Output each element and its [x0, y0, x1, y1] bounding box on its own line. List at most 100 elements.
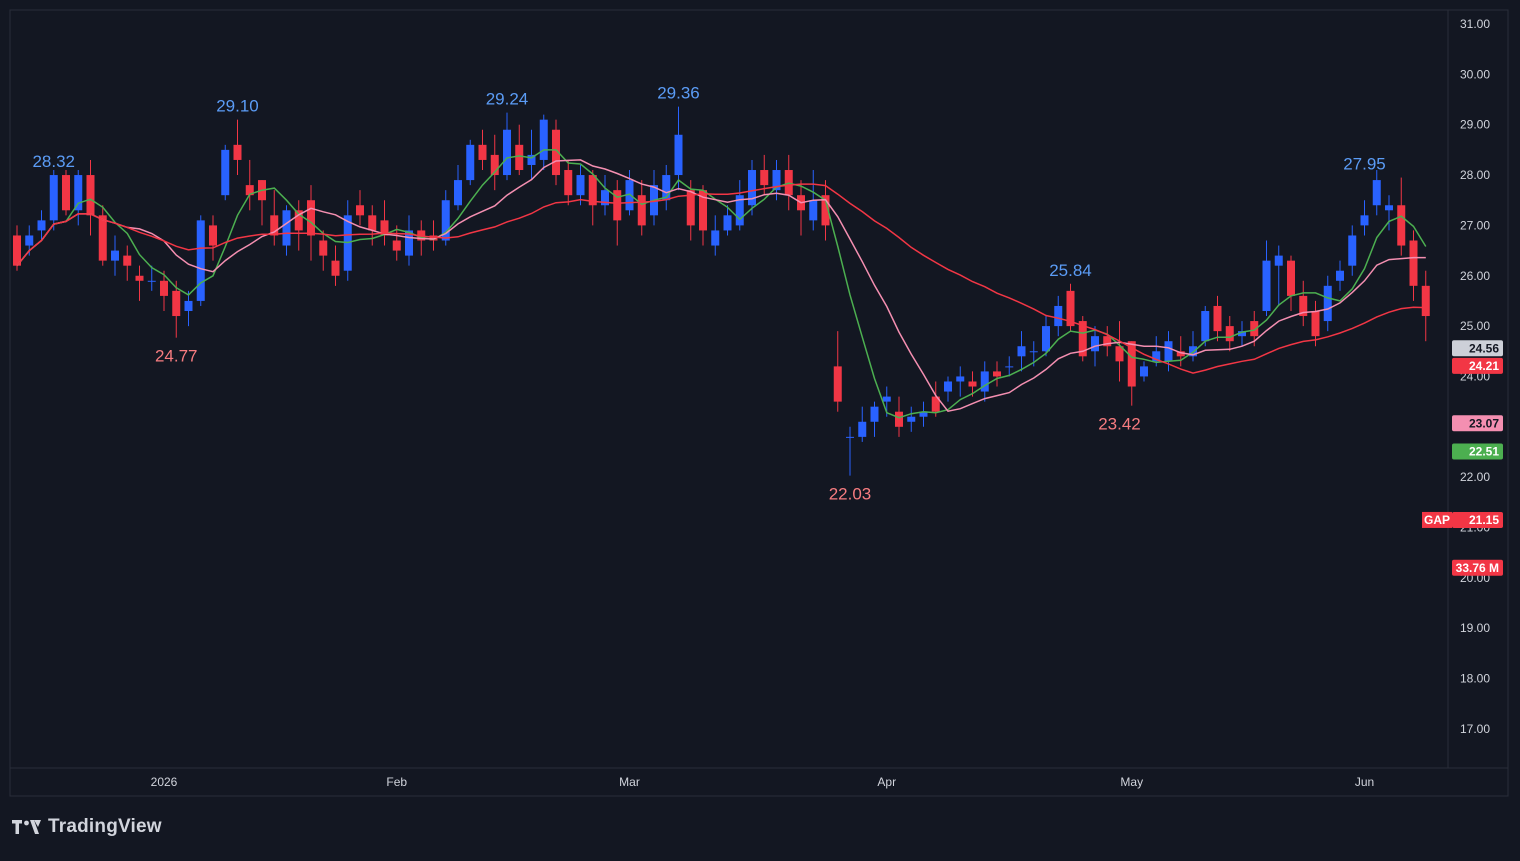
candle-body: [711, 230, 720, 246]
candle-body: [356, 205, 364, 216]
y-tick-label: 27.00: [1460, 218, 1490, 232]
price-extreme-label: 22.03: [829, 485, 872, 504]
price-extreme-label: 25.84: [1049, 261, 1092, 280]
chart-frame: [9, 9, 1509, 797]
price-tag: [1452, 443, 1503, 460]
candle-body: [74, 175, 83, 211]
candle-body: [1360, 215, 1369, 226]
candle-body: [1397, 205, 1406, 246]
candle-body: [1140, 366, 1148, 377]
price-extreme-label: 28.32: [32, 152, 75, 171]
candle-body: [1103, 336, 1112, 347]
candle-body: [870, 406, 879, 422]
price-extreme-label: 29.10: [216, 97, 259, 116]
y-tick-label: 19.00: [1460, 621, 1490, 635]
candle-body: [1176, 351, 1185, 357]
candle-body: [184, 300, 193, 311]
candle-body: [1005, 366, 1014, 368]
price-extreme-label: 27.95: [1343, 155, 1386, 174]
candle-body: [441, 200, 450, 241]
candle-body: [588, 175, 597, 206]
tradingview-branding: TradingView: [12, 812, 162, 842]
candle-body: [1299, 295, 1308, 317]
candle-body: [282, 210, 291, 246]
x-tick-label: Apr: [877, 775, 896, 789]
price-tag: [1452, 559, 1503, 576]
candle-body: [319, 240, 328, 256]
symbol-tag: [1422, 511, 1452, 528]
candle-body: [37, 220, 46, 231]
y-tick-label: 17.00: [1460, 722, 1490, 736]
y-tick-label: 18.00: [1460, 672, 1490, 686]
candle-body: [1336, 270, 1344, 281]
candle-body: [1078, 321, 1087, 357]
candle-body: [270, 215, 279, 236]
candle-body: [895, 411, 903, 427]
candle-body: [944, 381, 952, 392]
candle-body: [1054, 305, 1063, 327]
candle-body: [233, 144, 242, 160]
candle-body: [62, 175, 70, 211]
candle-body: [601, 190, 609, 206]
candle-body: [147, 280, 156, 282]
x-tick-label: Jun: [1355, 775, 1374, 789]
candle-body: [931, 396, 940, 412]
candle-body: [674, 134, 683, 176]
candle-body: [209, 225, 217, 246]
x-tick-label: Mar: [619, 775, 640, 789]
candle-body: [1274, 255, 1283, 266]
candle-body: [809, 200, 818, 221]
candle-body: [1029, 351, 1038, 353]
candle-body: [662, 175, 671, 201]
y-tick-label: 26.00: [1460, 269, 1490, 283]
candle-body: [552, 129, 560, 176]
candle-body: [576, 175, 585, 196]
candle-body: [392, 240, 401, 251]
candle-body: [564, 170, 573, 196]
tradingview-logo-icon: [12, 820, 41, 834]
candle-body: [846, 436, 854, 438]
candle-body: [380, 220, 389, 236]
price-tag-label: 24.56: [1469, 341, 1499, 355]
y-tick-label: 29.00: [1460, 118, 1490, 132]
candle-body: [968, 381, 977, 387]
candle-body: [1287, 260, 1295, 296]
candle-body: [1348, 235, 1357, 266]
candle-body: [1323, 285, 1332, 322]
candle-body: [882, 396, 891, 402]
candle-body: [1066, 290, 1075, 327]
candle-body: [515, 144, 524, 171]
candle-body: [1262, 260, 1271, 311]
price-tag-label: 33.76 M: [1456, 561, 1499, 575]
candle-body: [821, 195, 830, 226]
y-tick-label: 22.00: [1460, 470, 1490, 484]
candle-body: [858, 421, 867, 437]
candle-body: [13, 235, 21, 266]
x-tick-label: May: [1120, 775, 1143, 789]
candle-body: [686, 190, 695, 226]
candle-body: [735, 195, 744, 226]
moving-average-line: [16, 159, 1426, 413]
candle-body: [772, 170, 781, 191]
price-extreme-label: 23.42: [1098, 415, 1141, 434]
y-tick-label: 25.00: [1460, 319, 1490, 333]
candle-body: [86, 175, 95, 216]
candle-body: [956, 376, 965, 382]
y-tick-label: 31.00: [1460, 17, 1490, 31]
candle-body: [1250, 321, 1259, 337]
price-tag-label: 24.21: [1469, 359, 1499, 373]
candle-body: [1189, 346, 1197, 357]
candle-body: [748, 170, 756, 206]
moving-average-line: [16, 183, 1426, 374]
candle-body: [454, 180, 462, 206]
y-tick-label: 28.00: [1460, 168, 1490, 182]
price-tag: [1452, 340, 1503, 357]
moving-average-line: [16, 149, 1427, 419]
candle-body: [172, 290, 181, 317]
candle-body: [833, 366, 842, 402]
candle-body: [98, 215, 107, 261]
candle-body: [637, 195, 646, 226]
candle-body: [1201, 310, 1210, 342]
